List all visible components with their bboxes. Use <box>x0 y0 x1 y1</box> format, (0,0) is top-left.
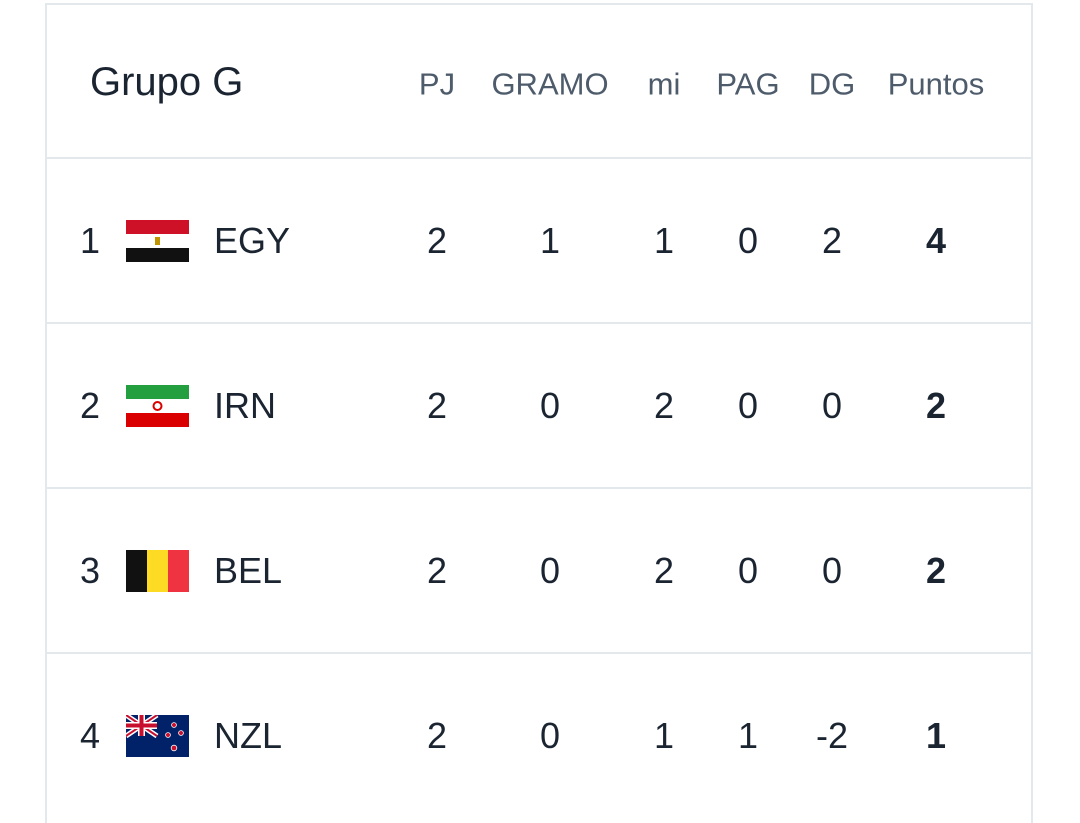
column-header: GRAMO <box>491 66 609 102</box>
stat-cell: 0 <box>539 550 561 591</box>
team-flag <box>126 550 189 592</box>
rank: 2 <box>79 385 101 426</box>
stat-cell: 0 <box>539 715 561 756</box>
column-header: PAG <box>716 66 780 102</box>
stat-cell: 2 <box>925 550 947 591</box>
stat-cell: 0 <box>539 385 561 426</box>
team-flag <box>124 712 189 757</box>
stat-cell: 2 <box>925 385 947 426</box>
stat-cell: 0 <box>737 385 759 426</box>
rank: 3 <box>79 550 101 591</box>
row-separator <box>45 487 1033 489</box>
stat-cell: 1 <box>653 715 675 756</box>
stat-cell: 2 <box>821 220 843 261</box>
stat-cell: 2 <box>426 385 448 426</box>
team-code: IRN <box>214 385 276 426</box>
group-title: Grupo G <box>90 60 244 104</box>
stat-cell: -2 <box>815 715 849 756</box>
stat-cell: 4 <box>925 220 947 261</box>
column-header: Puntos <box>887 66 985 102</box>
row-separator <box>45 157 1033 159</box>
stat-cell: 2 <box>426 220 448 261</box>
stat-cell: 2 <box>653 385 675 426</box>
stat-cell: 2 <box>653 550 675 591</box>
stat-cell: 0 <box>737 220 759 261</box>
team-code: NZL <box>214 715 283 756</box>
stat-cell: 2 <box>426 550 448 591</box>
rank: 4 <box>79 715 101 756</box>
team-code: BEL <box>214 550 283 591</box>
stat-cell: 1 <box>925 715 947 756</box>
team-flag <box>126 220 189 262</box>
team-code: EGY <box>214 220 291 261</box>
row-separator <box>45 652 1033 654</box>
column-header: DG <box>808 66 856 102</box>
stat-cell: 1 <box>539 220 561 261</box>
stat-cell: 1 <box>653 220 675 261</box>
stat-cell: 0 <box>737 550 759 591</box>
stat-cell: 0 <box>821 550 843 591</box>
row-separator <box>45 322 1033 324</box>
stat-cell: 2 <box>426 715 448 756</box>
column-header: mi <box>647 66 681 102</box>
team-flag <box>126 385 189 427</box>
rank: 1 <box>79 220 101 261</box>
column-header: PJ <box>418 66 456 102</box>
stat-cell: 0 <box>821 385 843 426</box>
standings-card <box>45 3 1033 823</box>
stat-cell: 1 <box>737 715 759 756</box>
